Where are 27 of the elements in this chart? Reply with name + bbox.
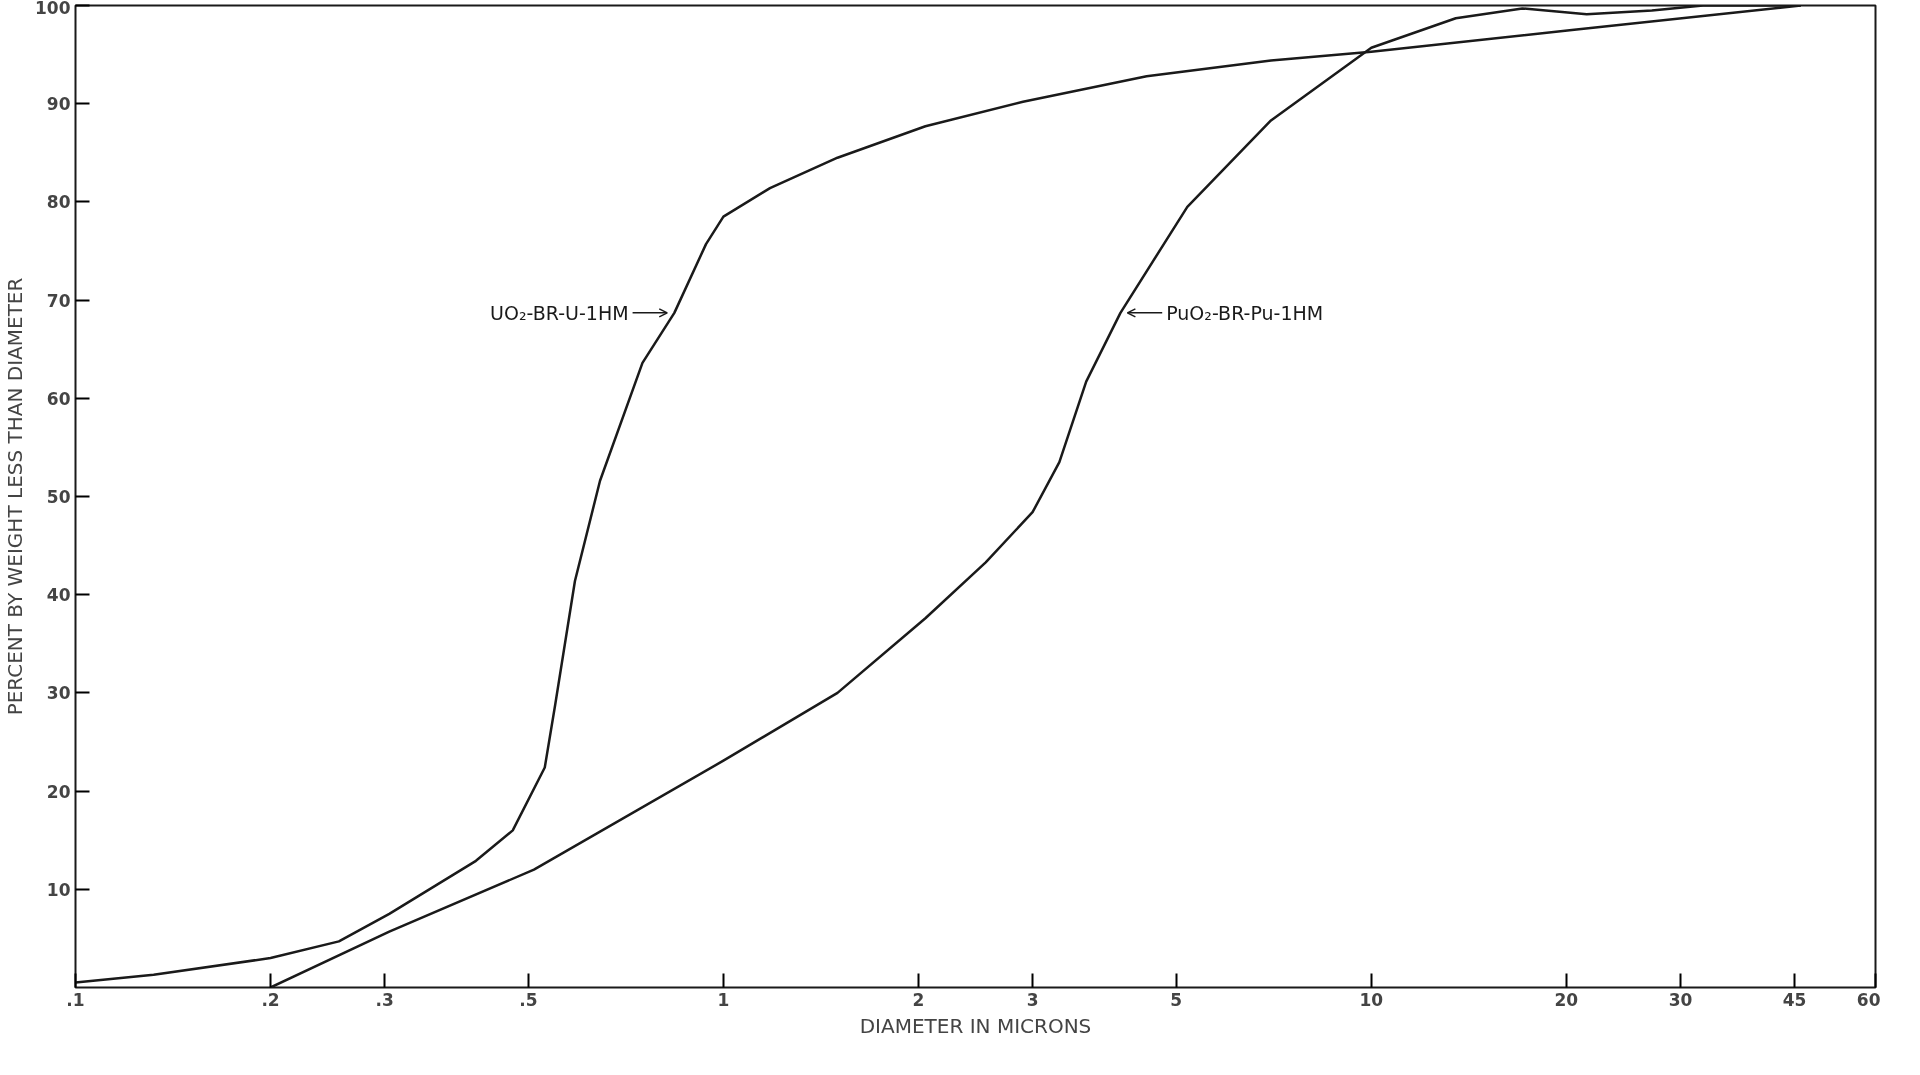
x-tick-label: 1 — [717, 989, 730, 1010]
y-tick-label: 50 — [46, 487, 71, 507]
x-tick-label: .1 — [66, 989, 85, 1010]
x-tick-label: .2 — [261, 989, 280, 1010]
y-tick-label: 90 — [46, 94, 71, 115]
y-tick-label: 80 — [46, 192, 71, 213]
x-tick-label: 60 — [1856, 989, 1881, 1010]
x-tick-label: .5 — [519, 989, 538, 1010]
y-tick-label: 100 — [35, 0, 71, 18]
series-label: UO₂-BR-U-1HM — [490, 301, 629, 324]
x-tick-label: 45 — [1782, 989, 1807, 1010]
legend-label: PuO₂-BR-Pu-1HM — [1166, 301, 1324, 324]
x-tick-label: 2 — [912, 989, 925, 1010]
y-tick-label: 70 — [46, 290, 71, 311]
x-tick-label: .3 — [375, 989, 394, 1010]
y-tick-label: 60 — [46, 388, 71, 409]
x-axis-title: DIAMETER IN MICRONS — [859, 1013, 1092, 1038]
x-tick-label: 3 — [1026, 989, 1039, 1010]
x-tick-label: 20 — [1554, 989, 1579, 1010]
x-tick-label: 5 — [1170, 989, 1183, 1010]
y-tick-label: 30 — [46, 683, 71, 704]
y-tick-label: 40 — [46, 585, 71, 606]
y-tick-label: 20 — [46, 781, 71, 802]
x-tick-label: 10 — [1359, 989, 1384, 1010]
y-tick-label: 10 — [46, 879, 71, 900]
y-axis-title: PERCENT BY WEIGHT LESS THAN DIAMETER — [3, 277, 28, 716]
x-tick-label: 30 — [1668, 989, 1693, 1010]
